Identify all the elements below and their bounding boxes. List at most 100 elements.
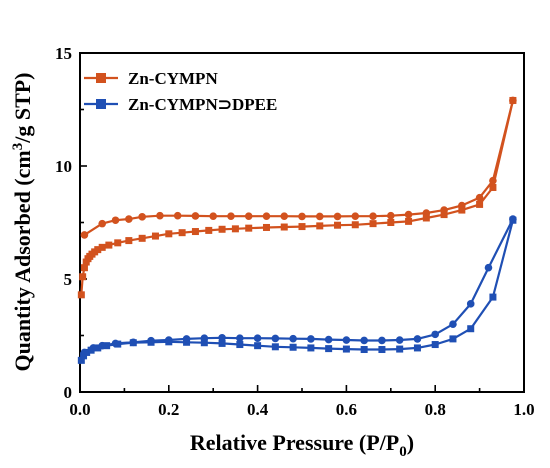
- series-1-adsorption-point: [467, 325, 475, 333]
- series-1-desorption-point: [509, 215, 517, 223]
- series-1-desorption-point: [236, 334, 244, 343]
- series-0-adsorption-point: [114, 239, 122, 247]
- series-0-adsorption-point: [98, 243, 106, 251]
- series-0-desorption-point: [489, 176, 497, 185]
- x-tick-label-4: 0.8: [425, 400, 446, 419]
- series-0-desorption-point: [191, 212, 200, 220]
- series-layer: [77, 96, 517, 364]
- series-1-desorption-point: [147, 336, 155, 345]
- series-1-desorption-point: [218, 333, 226, 342]
- series-1-desorption-point: [89, 344, 98, 352]
- y-axis-label-pre: Quantity Adsorbed (cm: [10, 150, 35, 371]
- series-0-desorption-point: [404, 210, 413, 219]
- series-0: [77, 96, 517, 299]
- y-axis-label: Quantity Adsorbed (cm3/g STP): [10, 72, 35, 371]
- series-1-adsorption-point: [77, 356, 85, 364]
- series-0-adsorption-point: [405, 217, 413, 225]
- legend-label-1: Zn-CYMPN⊃DPEE: [128, 95, 277, 114]
- series-0-adsorption-point: [262, 223, 270, 231]
- series-0-adsorption-point: [298, 223, 306, 231]
- series-1-desorption-point: [271, 334, 280, 343]
- series-1-adsorption-point: [360, 346, 368, 354]
- series-1-adsorption-point: [307, 344, 315, 352]
- series-0-adsorption-point: [191, 228, 199, 236]
- x-tick-label-5: 1.0: [513, 400, 534, 419]
- y-tick-label-2: 10: [55, 157, 72, 176]
- series-1-adsorption-point: [413, 344, 421, 352]
- series-0-adsorption-point: [165, 230, 173, 238]
- x-axis-label: Relative Pressure (P/P0): [190, 430, 414, 460]
- series-0-desorption-point: [298, 212, 306, 221]
- series-1-desorption-point: [165, 336, 173, 344]
- series-0-desorption-point: [475, 193, 484, 202]
- series-1-desorption-point: [484, 263, 493, 272]
- series-1-adsorption-point: [378, 346, 386, 354]
- series-1-desorption-point: [129, 338, 138, 347]
- series-1-desorption-point: [98, 341, 106, 350]
- series-1-desorption-point: [431, 330, 440, 339]
- x-tick-label-1: 0.2: [158, 400, 179, 419]
- series-1-adsorption-point: [200, 339, 208, 347]
- series-0-adsorption-point: [79, 273, 87, 281]
- series-0-desorption-point: [315, 212, 324, 221]
- series-1-adsorption-point: [342, 345, 350, 353]
- series-0-desorption-point: [351, 212, 360, 220]
- series-1-desorption-point: [307, 335, 315, 343]
- series-0-adsorption-point: [334, 221, 342, 229]
- series-1-desorption-point: [449, 320, 457, 329]
- series-0-adsorption-point: [105, 241, 113, 249]
- series-1-desorption-point: [80, 348, 89, 357]
- series-0-adsorption-point: [231, 225, 239, 233]
- x-axis-label-main: Relative Pressure (P/P: [190, 430, 399, 455]
- legend-marker-0: [96, 73, 106, 83]
- series-0-desorption-point: [111, 216, 120, 225]
- x-tick-label-3: 0.6: [336, 400, 357, 419]
- legend-item-1: Zn-CYMPN⊃DPEE: [84, 95, 277, 114]
- series-0-adsorption-point: [94, 246, 102, 254]
- y-axis-label-post: /g STP): [10, 72, 35, 143]
- series-0-desorption-point: [509, 96, 517, 105]
- series-1-desorption-point: [200, 334, 209, 343]
- y-axis-ticks: 0 5 10 15: [55, 44, 87, 402]
- series-0-adsorption-point: [280, 223, 288, 231]
- series-0-adsorption-point: [80, 264, 88, 272]
- series-0-adsorption-line: [80, 100, 514, 295]
- y-tick-label-0: 0: [64, 383, 73, 402]
- series-1-adsorption-point: [396, 345, 404, 353]
- series-0-desorption-point: [173, 211, 182, 220]
- legend: Zn-CYMPN Zn-CYMPN⊃DPEE: [84, 69, 277, 114]
- series-0-desorption-point: [156, 211, 164, 220]
- series-0-desorption-point: [138, 213, 146, 221]
- series-1-desorption-point: [466, 300, 475, 308]
- series-0-adsorption-point: [125, 237, 133, 245]
- series-0-adsorption-point: [440, 211, 448, 219]
- series-0-adsorption-point: [316, 222, 324, 230]
- series-1-desorption-point: [289, 334, 297, 343]
- series-1-desorption-point: [182, 335, 191, 343]
- series-0-adsorption-point: [351, 221, 359, 229]
- series-0-desorption-point: [458, 201, 466, 210]
- series-0-desorption-point: [369, 212, 377, 220]
- series-0-adsorption-point: [476, 200, 484, 208]
- series-0-adsorption-point: [77, 291, 85, 299]
- series-1-desorption-line: [83, 218, 514, 354]
- series-0-desorption-point: [422, 209, 431, 217]
- series-1-desorption-point: [360, 336, 368, 345]
- series-1-desorption-point: [413, 335, 422, 343]
- series-1-desorption-point: [111, 339, 120, 348]
- series-0-adsorption-point: [489, 183, 497, 191]
- series-0-desorption-point: [387, 211, 395, 220]
- series-1-adsorption-point: [449, 335, 457, 343]
- series-0-adsorption-point: [178, 229, 186, 237]
- series-0-desorption-point: [80, 231, 89, 239]
- series-1-desorption-point: [253, 334, 262, 343]
- series-0-adsorption-point: [369, 220, 377, 228]
- series-0-adsorption-point: [138, 234, 146, 242]
- series-0-adsorption-point: [205, 226, 213, 234]
- series-0-desorption-point: [262, 212, 271, 220]
- x-tick-label-0: 0.0: [69, 400, 90, 419]
- series-0-desorption-point: [440, 206, 448, 214]
- series-0-adsorption-point: [151, 232, 159, 240]
- series-1-adsorption-point: [254, 342, 262, 350]
